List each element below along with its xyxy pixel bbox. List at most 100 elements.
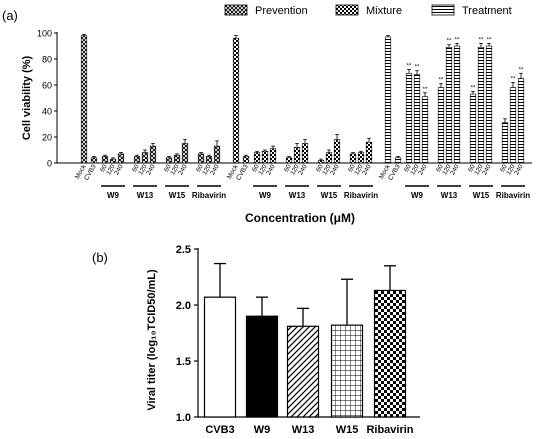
bar	[373, 289, 407, 418]
x-tick-label: 60	[131, 163, 141, 173]
significance-label: **	[487, 37, 492, 43]
x-tick-label: 120	[473, 163, 485, 176]
x-tick-label: CVB3	[205, 424, 234, 436]
drug-label: W15	[169, 191, 186, 200]
x-tick-label: W15	[336, 424, 359, 436]
x-tick-label: 120	[289, 163, 301, 176]
drug-label: W15	[321, 191, 338, 200]
x-tick-label: 120	[105, 163, 117, 176]
bar	[349, 153, 357, 164]
bar	[203, 296, 237, 418]
panel-b-label: (b)	[92, 250, 108, 265]
significance-label: **	[447, 39, 452, 45]
legend-label: Treatment	[462, 5, 512, 17]
x-tick-label: 120	[409, 163, 421, 176]
bar	[181, 143, 189, 164]
drug-label: W9	[107, 191, 120, 200]
bar	[485, 45, 493, 164]
bar	[245, 315, 279, 418]
x-tick-label: 60	[499, 163, 509, 173]
x-tick-label: 60	[251, 163, 261, 173]
significance-label: **	[423, 87, 428, 93]
x-tick-label: 60	[347, 163, 357, 173]
bar	[421, 96, 429, 164]
significance-label: **	[407, 63, 412, 69]
drug-label: W13	[137, 191, 154, 200]
drug-label: W13	[441, 191, 458, 200]
panel-b-ylabel: Viral titer (log₁₀TCID50/mL)	[146, 269, 158, 411]
x-tick-label: 240	[417, 163, 429, 176]
x-tick-label: 240	[513, 163, 525, 176]
significance-label: **	[439, 78, 444, 84]
bar	[405, 73, 413, 164]
bar	[413, 74, 421, 164]
x-tick-label: 60	[283, 163, 293, 173]
panel-a-label: (a)	[2, 8, 18, 23]
x-tick-label: 60	[435, 163, 445, 173]
drug-label: W9	[411, 191, 424, 200]
bar	[477, 46, 485, 164]
bar	[453, 45, 461, 164]
y-tick-label: 2.5	[176, 244, 191, 256]
y-tick-label: 1.0	[176, 412, 191, 424]
bar	[394, 157, 402, 164]
bar	[501, 122, 509, 164]
legend-label: Mixture	[366, 5, 402, 17]
bar	[213, 145, 221, 164]
bar	[445, 46, 453, 164]
drug-label: Ribavirin	[344, 191, 378, 200]
drug-label: W9	[259, 191, 272, 200]
bar	[286, 325, 320, 418]
bar	[232, 37, 240, 164]
x-tick-label: W9	[254, 424, 271, 436]
legend-entry-treatment: Treatment	[431, 4, 512, 17]
x-tick-label: 120	[321, 163, 333, 176]
panel-b-plot: 1.0 1.5 2.0 2.5 CVB3 W9 W13 W15 Ribavirin	[176, 244, 420, 436]
x-tick-label: 240	[209, 163, 221, 176]
bar	[80, 35, 88, 164]
y-tick-label: 100	[37, 29, 52, 39]
significance-label: **	[479, 37, 484, 43]
bar	[90, 157, 98, 164]
bar	[173, 154, 181, 164]
panel-a-ylabel: Cell viability (%)	[21, 55, 33, 140]
bar	[133, 156, 141, 164]
x-tick-label: 60	[315, 163, 325, 173]
bar	[517, 78, 525, 164]
significance-label: **	[471, 86, 476, 92]
bar	[197, 153, 205, 164]
x-tick-label: 120	[505, 163, 517, 176]
y-tick-label: 40	[42, 107, 52, 117]
bar	[469, 93, 477, 164]
y-tick-label: 20	[42, 133, 52, 143]
x-tick-label: W13	[292, 424, 315, 436]
bar	[285, 157, 293, 164]
legend: Prevention Mixture Treatment	[224, 4, 512, 17]
x-tick-label: 120	[169, 163, 181, 176]
x-tick-label: 60	[163, 163, 173, 173]
drug-label: Ribavirin	[192, 191, 226, 200]
bar	[269, 148, 277, 164]
significance-label: **	[519, 67, 524, 73]
x-tick-label: 240	[481, 163, 493, 176]
legend-label: Prevention	[255, 5, 308, 17]
bar	[301, 143, 309, 164]
x-tick-label: 60	[195, 163, 205, 173]
y-tick-label: 0	[47, 159, 52, 169]
bar	[101, 156, 109, 164]
bar	[261, 151, 269, 164]
legend-entry-mixture: Mixture	[335, 4, 402, 17]
bar	[384, 36, 392, 164]
y-tick-label: 2.0	[176, 300, 191, 312]
x-tick-label: 240	[113, 163, 125, 176]
x-tick-label: 240	[329, 163, 341, 176]
x-tick-label: 60	[467, 163, 477, 173]
bar	[509, 87, 517, 164]
x-tick-label: Ribavirin	[366, 424, 413, 436]
significance-label: **	[455, 37, 460, 43]
bar	[317, 160, 325, 164]
y-tick-label: 80	[42, 55, 52, 65]
x-tick-label: 60	[403, 163, 413, 173]
